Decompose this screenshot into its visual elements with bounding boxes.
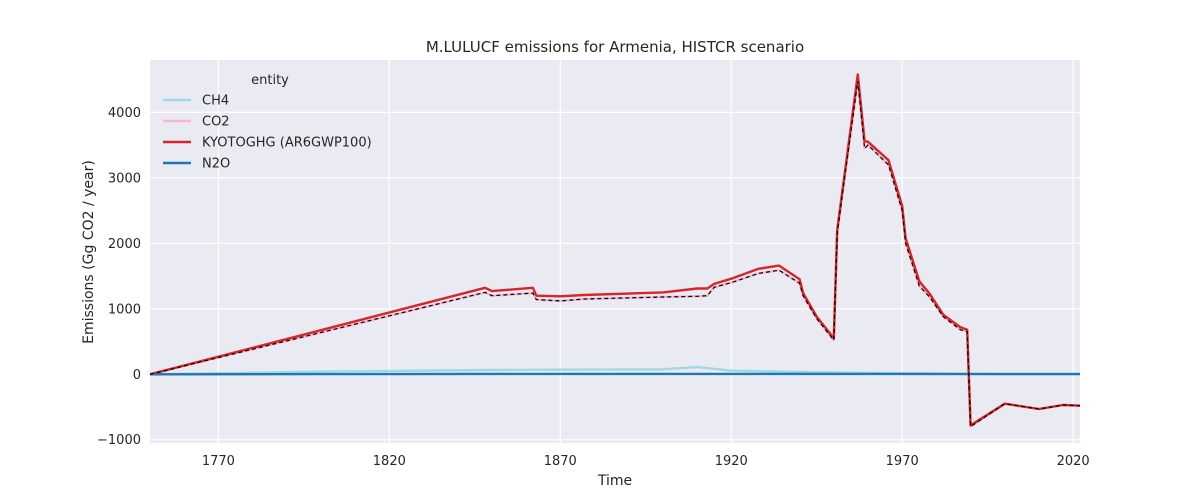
x-tick-labels: 1770 1820 1870 1920 1970 2020	[202, 454, 1090, 469]
x-tick-label: 2020	[1057, 454, 1090, 469]
x-tick-label: 1770	[202, 454, 235, 469]
y-tick-label: −1000	[97, 433, 141, 448]
reference-line	[149, 80, 1081, 428]
legend-label: N2O	[202, 157, 230, 172]
y-tick-label: 3000	[108, 171, 141, 186]
x-tick-label: 1870	[544, 454, 577, 469]
legend-label: CH4	[202, 94, 229, 109]
y-tick-label: 2000	[108, 237, 141, 252]
legend: entity CH4 CO2 KYOTOGHG (AR6GWP100) N2O	[163, 73, 372, 172]
chart-title: M.LULUCF emissions for Armenia, HISTCR s…	[426, 38, 804, 56]
y-tick-label: 1000	[108, 302, 141, 317]
plot-background	[150, 60, 1080, 443]
legend-title: entity	[251, 73, 289, 88]
legend-label: CO2	[202, 115, 230, 130]
x-tick-label: 1820	[373, 454, 406, 469]
y-tick-labels: −1000 0 1000 2000 3000 4000	[97, 106, 141, 448]
x-axis-title: Time	[597, 473, 632, 489]
y-axis-title: Emissions (Gg CO2 / year)	[81, 160, 97, 344]
y-tick-label: 0	[133, 368, 141, 383]
grid-lines	[150, 60, 1080, 443]
x-tick-label: 1970	[886, 454, 919, 469]
dashed-reference-line	[149, 80, 1081, 428]
legend-label: KYOTOGHG (AR6GWP100)	[202, 136, 372, 151]
y-tick-label: 4000	[108, 106, 141, 121]
x-tick-label: 1920	[715, 454, 748, 469]
